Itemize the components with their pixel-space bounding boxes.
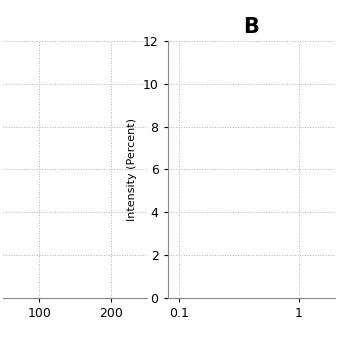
Title: B: B xyxy=(244,17,259,37)
Y-axis label: Intensity (Percent): Intensity (Percent) xyxy=(127,118,137,221)
